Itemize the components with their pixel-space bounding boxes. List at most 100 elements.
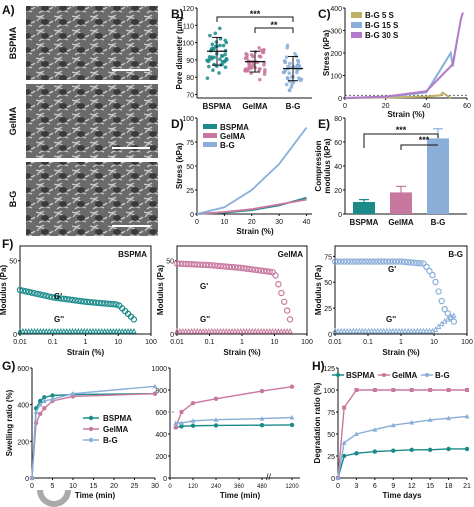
y-tick-label: 200 (17, 439, 29, 446)
decorative-arc (40, 490, 68, 504)
x-category-label: B-G (286, 102, 301, 111)
y-tick-label: 125 (323, 366, 335, 373)
x-tick-label: 480 (257, 484, 268, 490)
data-point (210, 43, 214, 47)
x-tick-label: 6 (373, 483, 377, 490)
y-tick-label: 60 (334, 140, 342, 147)
x-tick-label: 0.1 (48, 339, 58, 346)
data-marker (153, 391, 157, 395)
legend-swatch (351, 22, 362, 28)
y-tick-label: 1000 (151, 366, 167, 373)
y-tick-label: 600 (155, 410, 167, 417)
x-tick-label: 9 (391, 483, 395, 490)
y-tick-label: 100 (330, 74, 342, 81)
data-point (288, 89, 292, 93)
g-prime-marker (273, 273, 278, 278)
y-axis-label: Pore diameter (μm) (175, 16, 184, 89)
series-line (197, 200, 307, 214)
data-point (296, 64, 300, 68)
data-point (249, 66, 253, 70)
x-tick-label: 15 (90, 483, 98, 490)
x-tick-label: 0.01 (170, 339, 184, 346)
data-point (300, 77, 304, 81)
legend-marker (425, 373, 429, 377)
g-prime-marker (430, 272, 435, 277)
data-marker (214, 423, 218, 427)
data-marker (191, 424, 195, 428)
data-point (295, 71, 299, 75)
data-point (262, 63, 266, 67)
data-point (286, 65, 290, 69)
y-tick-label: 600 (17, 366, 29, 373)
legend-marker (382, 373, 386, 377)
g-prime-marker (285, 308, 290, 313)
g-prime-marker (287, 317, 292, 322)
data-marker (354, 451, 358, 455)
x-tick-label: 10 (114, 339, 122, 346)
y-tick-label: 100 (182, 41, 194, 48)
data-point (223, 59, 227, 63)
data-point (258, 54, 262, 58)
series-line (345, 13, 463, 99)
data-point (223, 39, 227, 43)
data-point (257, 68, 261, 72)
y-tick-label: 75 (327, 410, 335, 417)
data-marker (373, 388, 377, 392)
chart-title: GelMA (278, 250, 304, 259)
x-tick-label: 0 (30, 483, 34, 490)
y-tick-label: 50 (9, 259, 17, 266)
panel-letter-e: E) (318, 117, 330, 131)
series-line-left (32, 394, 155, 478)
data-marker (447, 388, 451, 392)
panel-a-sem-images: BSPMA GelMA B-G (8, 6, 158, 236)
data-marker (342, 406, 346, 410)
y-tick-label: 100 (182, 116, 194, 123)
x-axis-label: Time days (383, 491, 423, 500)
series-label: G' (388, 265, 396, 274)
x-tick-label: 40 (422, 103, 430, 110)
x-tick-label: 30 (151, 483, 159, 490)
chart-g-swelling-ratio: 02004006000 5 10 15 20 25 30Swelling ratio (%)… (5, 366, 300, 500)
sem-row-label: GelMA (8, 106, 18, 135)
y-tick-label: 50 (186, 164, 194, 171)
data-point (285, 55, 289, 59)
y-tick-label: 200 (330, 51, 342, 58)
data-point (211, 68, 215, 72)
legend-label: GelMA (220, 132, 246, 141)
data-marker (465, 388, 469, 392)
data-point (250, 53, 254, 57)
data-marker (42, 406, 46, 410)
x-category-label: GelMA (242, 102, 268, 111)
chart-h-degradation-ratio: 02550751001250 3 6 9 12 15 18 21Degradation rat… (313, 366, 471, 500)
y-tick-label: 0 (338, 96, 342, 103)
legend-marker (336, 373, 340, 377)
g-double-prime-marker (288, 329, 292, 333)
x-tick-label: 1 (399, 339, 403, 346)
y-axis-label: Modulus (Pa) (314, 265, 323, 316)
y-tick-label: 50 (166, 259, 174, 266)
y-tick-label: 25 (324, 306, 332, 313)
data-point (284, 69, 288, 73)
data-marker (260, 389, 264, 393)
y-tick-label: 50 (324, 280, 332, 287)
x-tick-label: 60 (463, 103, 471, 110)
y-axis-label: Modulus (Pa) (0, 265, 8, 316)
data-point (218, 27, 222, 31)
chart-f-bspma-modulus: 0500.01 0.1 1 10 100Modulus (Pa)Strain (%)BS… (0, 246, 157, 357)
g-prime-marker (436, 289, 441, 294)
y-tick-label: 100 (323, 388, 335, 395)
data-point (288, 62, 292, 66)
x-axis-label: Strain (%) (387, 110, 425, 119)
y-tick-label: 80 (186, 75, 194, 82)
data-point (220, 63, 224, 67)
sem-image-bspma (26, 6, 158, 80)
y-tick-label: 0 (13, 332, 17, 339)
legend-swatch (351, 32, 362, 38)
chart-d-stress-strain: 02550751000 10 20 30 40Stress (kPa)Strain (%… (175, 116, 312, 236)
x-tick-label: 18 (445, 483, 453, 490)
data-point (244, 69, 248, 73)
legend-label: B-G 5 S (365, 11, 395, 20)
y-axis-label: Swelling ratio (%) (5, 389, 14, 456)
legend-label: GelMA (103, 425, 129, 434)
series-line-left (32, 386, 155, 478)
